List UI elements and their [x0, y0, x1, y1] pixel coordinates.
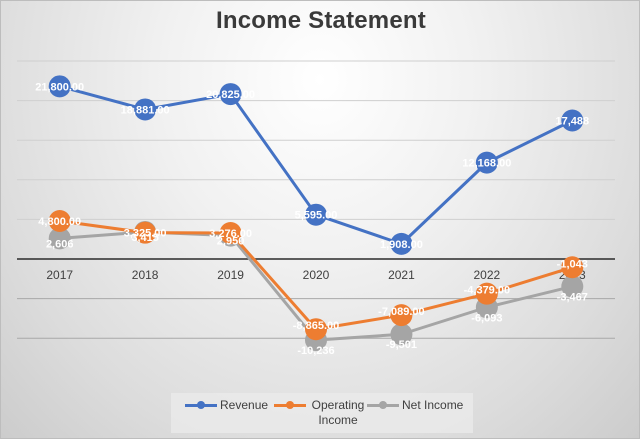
- data-label: -4,379.00: [464, 285, 510, 297]
- x-tick-label: 2020: [303, 268, 330, 282]
- x-tick-label: 2022: [474, 268, 501, 282]
- data-label: 20,825.00: [206, 89, 255, 101]
- data-label: 12,168.00: [462, 158, 511, 170]
- x-tick-label: 2019: [217, 268, 244, 282]
- x-tick-label: 2017: [46, 268, 73, 282]
- data-point[interactable]: [561, 256, 584, 279]
- data-label: -8,865.00: [293, 320, 339, 332]
- legend-item-operating-income: Operating Income: [274, 398, 367, 428]
- line-marker-icon: [274, 400, 306, 410]
- data-point[interactable]: [475, 151, 498, 174]
- data-point[interactable]: [305, 203, 327, 226]
- data-point[interactable]: [134, 221, 157, 244]
- data-point[interactable]: [390, 304, 413, 327]
- data-label: 3,276.00: [209, 228, 252, 240]
- data-label: 4,800.00: [38, 216, 81, 228]
- x-tick-label: 2018: [132, 268, 159, 282]
- data-point[interactable]: [561, 109, 584, 132]
- data-point[interactable]: [48, 75, 71, 98]
- chart-title: Income Statement: [216, 7, 426, 34]
- data-label: 2,606: [46, 238, 74, 250]
- data-point[interactable]: [305, 318, 327, 341]
- data-label: 2,950: [217, 236, 245, 248]
- data-label: -10,236: [297, 345, 334, 357]
- data-label: 3,325.00: [124, 228, 167, 240]
- data-label: 5,595.00: [295, 210, 338, 222]
- data-label: -1,043: [557, 258, 588, 270]
- data-label: 21,800.00: [35, 81, 84, 93]
- data-label: -3,467: [557, 291, 588, 303]
- data-point[interactable]: [390, 323, 413, 346]
- line-marker-icon: [185, 400, 217, 410]
- legend-label: Operating Income: [311, 398, 365, 427]
- data-point[interactable]: [134, 98, 157, 121]
- data-label: 18,881.00: [121, 104, 170, 116]
- data-point[interactable]: [390, 232, 413, 255]
- legend-label: Net Income: [402, 398, 464, 412]
- data-label: -6,093: [471, 312, 502, 324]
- data-point[interactable]: [48, 209, 71, 232]
- data-label: 3,415: [131, 232, 159, 244]
- data-point[interactable]: [48, 227, 71, 250]
- data-point[interactable]: [561, 275, 584, 298]
- data-point[interactable]: [219, 83, 242, 106]
- data-label: -7,089.00: [378, 306, 424, 318]
- data-label: 17,488: [555, 115, 589, 127]
- data-point[interactable]: [475, 282, 498, 305]
- legend-label: Revenue: [220, 398, 269, 412]
- data-label: 1,908.00: [380, 239, 423, 251]
- legend-item-revenue: Revenue: [185, 398, 268, 413]
- line-marker-icon: [367, 400, 399, 410]
- x-tick-label: 2021: [388, 268, 415, 282]
- legend: Revenue Operating Income Net Income: [171, 393, 473, 433]
- data-label: -9,501: [386, 339, 417, 351]
- legend-item-net-income: Net Income: [367, 398, 463, 413]
- data-point[interactable]: [219, 222, 242, 245]
